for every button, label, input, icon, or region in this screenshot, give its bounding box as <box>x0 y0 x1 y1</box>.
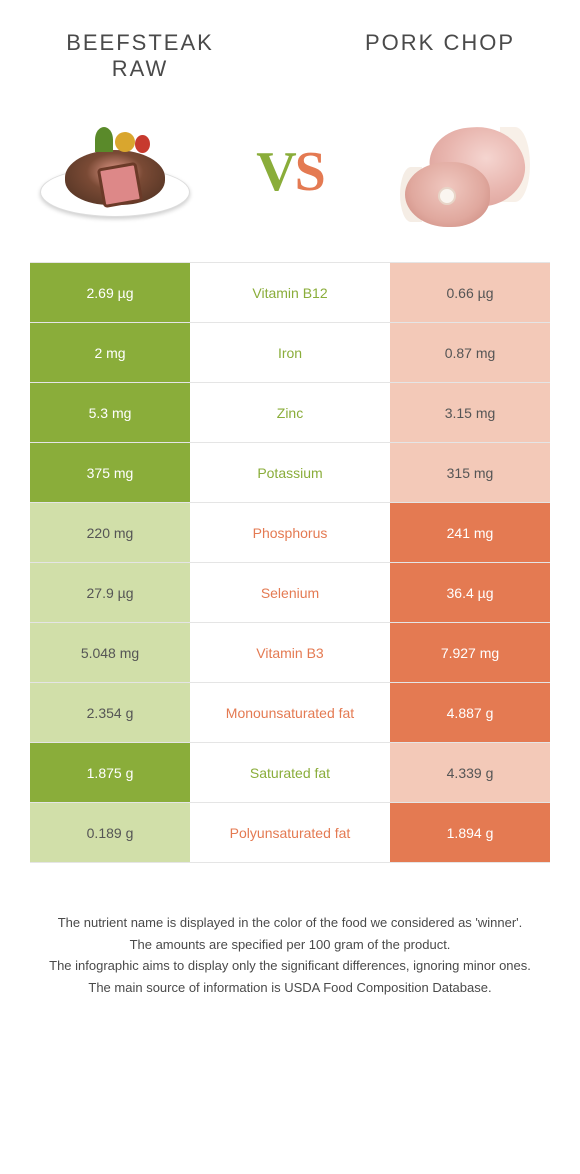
right-value: 4.887 g <box>390 683 550 742</box>
table-row: 27.9 µgSelenium36.4 µg <box>30 563 550 623</box>
nutrient-name: Monounsaturated fat <box>190 683 390 742</box>
porkchop-illustration <box>390 117 540 227</box>
right-value: 0.87 mg <box>390 323 550 382</box>
footer-notes: The nutrient name is displayed in the co… <box>0 863 580 997</box>
left-title-line1: BEEFSTEAK <box>66 30 214 55</box>
footer-line3: The infographic aims to display only the… <box>40 956 540 976</box>
right-value: 3.15 mg <box>390 383 550 442</box>
nutrient-name: Iron <box>190 323 390 382</box>
vs-s: S <box>295 141 324 203</box>
footer-line1: The nutrient name is displayed in the co… <box>40 913 540 933</box>
table-row: 2 mgIron0.87 mg <box>30 323 550 383</box>
table-row: 1.875 gSaturated fat4.339 g <box>30 743 550 803</box>
right-value: 36.4 µg <box>390 563 550 622</box>
left-value: 27.9 µg <box>30 563 190 622</box>
left-value: 220 mg <box>30 503 190 562</box>
left-value: 5.048 mg <box>30 623 190 682</box>
table-row: 2.354 gMonounsaturated fat4.887 g <box>30 683 550 743</box>
table-row: 5.048 mgVitamin B37.927 mg <box>30 623 550 683</box>
table-row: 375 mgPotassium315 mg <box>30 443 550 503</box>
left-value: 0.189 g <box>30 803 190 862</box>
left-value: 2 mg <box>30 323 190 382</box>
table-row: 0.189 gPolyunsaturated fat1.894 g <box>30 803 550 863</box>
left-value: 375 mg <box>30 443 190 502</box>
right-food-image <box>380 112 550 232</box>
left-food-title: BEEFSTEAK RAW <box>50 30 230 82</box>
right-value: 241 mg <box>390 503 550 562</box>
header: BEEFSTEAK RAW PORK CHOP <box>0 0 580 102</box>
footer-line2: The amounts are specified per 100 gram o… <box>40 935 540 955</box>
table-row: 2.69 µgVitamin B120.66 µg <box>30 263 550 323</box>
left-title-line2: RAW <box>112 56 169 81</box>
nutrient-name: Polyunsaturated fat <box>190 803 390 862</box>
right-food-title: PORK CHOP <box>350 30 530 82</box>
left-value: 2.69 µg <box>30 263 190 322</box>
nutrient-name: Vitamin B12 <box>190 263 390 322</box>
right-value: 4.339 g <box>390 743 550 802</box>
vs-label: VS <box>256 140 324 204</box>
vs-v: V <box>256 141 294 203</box>
comparison-table: 2.69 µgVitamin B120.66 µg2 mgIron0.87 mg… <box>30 262 550 863</box>
footer-line4: The main source of information is USDA F… <box>40 978 540 998</box>
left-value: 5.3 mg <box>30 383 190 442</box>
nutrient-name: Zinc <box>190 383 390 442</box>
table-row: 5.3 mgZinc3.15 mg <box>30 383 550 443</box>
nutrient-name: Saturated fat <box>190 743 390 802</box>
table-row: 220 mgPhosphorus241 mg <box>30 503 550 563</box>
nutrient-name: Potassium <box>190 443 390 502</box>
left-value: 2.354 g <box>30 683 190 742</box>
nutrient-name: Selenium <box>190 563 390 622</box>
right-value: 7.927 mg <box>390 623 550 682</box>
nutrient-name: Vitamin B3 <box>190 623 390 682</box>
images-row: VS <box>0 102 580 262</box>
right-value: 0.66 µg <box>390 263 550 322</box>
beefsteak-illustration <box>40 127 190 217</box>
right-value: 1.894 g <box>390 803 550 862</box>
nutrient-name: Phosphorus <box>190 503 390 562</box>
left-food-image <box>30 112 200 232</box>
right-title: PORK CHOP <box>365 30 515 55</box>
right-value: 315 mg <box>390 443 550 502</box>
left-value: 1.875 g <box>30 743 190 802</box>
